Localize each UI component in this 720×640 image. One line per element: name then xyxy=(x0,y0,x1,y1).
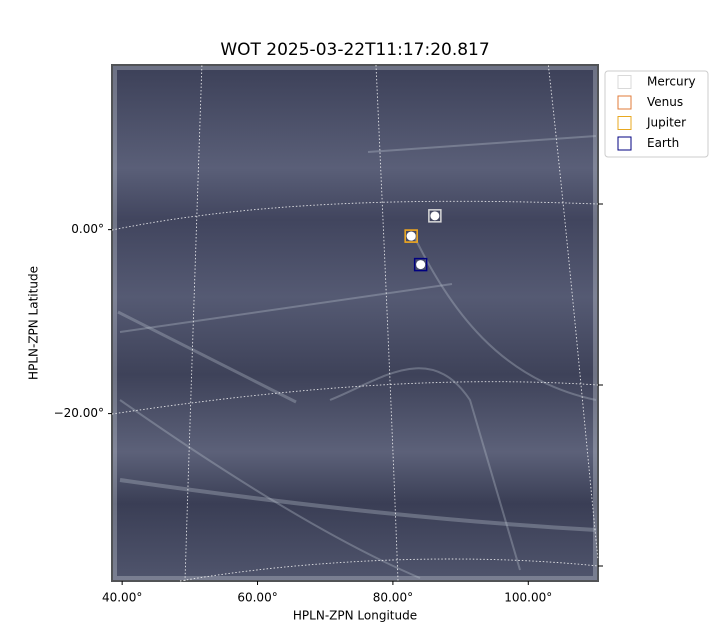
planet-markers xyxy=(404,209,442,272)
planet-marker xyxy=(404,229,418,243)
coordinate-grid xyxy=(111,61,603,582)
x-tick-label: 80.00° xyxy=(373,591,413,605)
legend-swatch xyxy=(617,95,632,110)
legend: Mercury Venus Jupiter Earth xyxy=(617,75,696,151)
legend-swatch xyxy=(617,75,632,89)
y-tick-label: 0.00° xyxy=(71,222,104,236)
planet-marker xyxy=(428,209,442,223)
planet-glow xyxy=(406,231,416,241)
legend-label: Mercury xyxy=(647,75,696,89)
legend-swatch xyxy=(617,136,632,151)
chart-title: WOT 2025-03-22T11:17:20.817 xyxy=(220,40,489,60)
y-axis-label: HPLN-ZPN Latitude xyxy=(27,266,41,380)
planet-marker xyxy=(413,257,428,272)
legend-box xyxy=(604,70,709,158)
legend-swatch xyxy=(617,116,632,130)
x-tick-label: 60.00° xyxy=(237,591,277,605)
planet-glow xyxy=(430,211,440,221)
x-tick-label: 100.00° xyxy=(504,591,552,605)
x-axis-label: HPLN-ZPN Longitude xyxy=(293,609,417,623)
y-tick-label: −20.00° xyxy=(54,406,104,420)
legend-label: Venus xyxy=(647,95,683,109)
legend-label: Earth xyxy=(647,136,679,150)
planet-glow xyxy=(416,260,426,270)
x-tick-label: 40.00° xyxy=(102,591,142,605)
legend-label: Jupiter xyxy=(646,116,686,130)
sky-image xyxy=(111,64,599,582)
